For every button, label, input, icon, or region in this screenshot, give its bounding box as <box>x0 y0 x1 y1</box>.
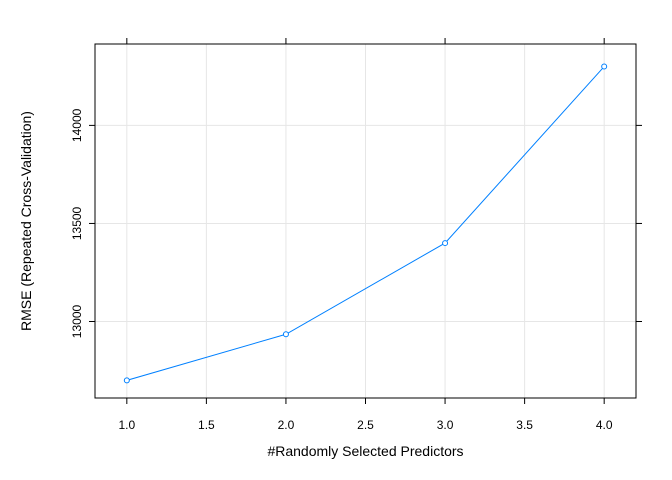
data-point <box>442 240 449 247</box>
series-line <box>126 66 605 381</box>
y-tick-label: 14000 <box>70 108 84 142</box>
y-tick-labels: 13000 13500 14000 <box>70 108 84 338</box>
x-tick-label: 2.5 <box>357 418 374 432</box>
y-tick-label: 13500 <box>70 206 84 240</box>
y-tick-label: 13000 <box>70 305 84 339</box>
x-tick-label: 3.0 <box>437 418 454 432</box>
x-tick-labels: 1.0 1.5 2.0 2.5 3.0 3.5 4.0 <box>118 418 612 432</box>
x-tick-label: 2.0 <box>278 418 295 432</box>
x-tick-label: 4.0 <box>596 418 613 432</box>
data-point <box>123 377 130 384</box>
x-tick-label: 3.5 <box>516 418 533 432</box>
axis-ticks <box>89 38 642 404</box>
y-axis-title: RMSE (Repeated Cross-Validation) <box>18 111 34 331</box>
data-point <box>282 331 289 338</box>
series-layer <box>123 63 608 384</box>
grid-lines <box>95 44 636 398</box>
x-tick-label: 1.0 <box>118 418 135 432</box>
x-axis-title: #Randomly Selected Predictors <box>267 443 463 459</box>
x-tick-label: 1.5 <box>198 418 215 432</box>
data-point <box>601 63 608 70</box>
